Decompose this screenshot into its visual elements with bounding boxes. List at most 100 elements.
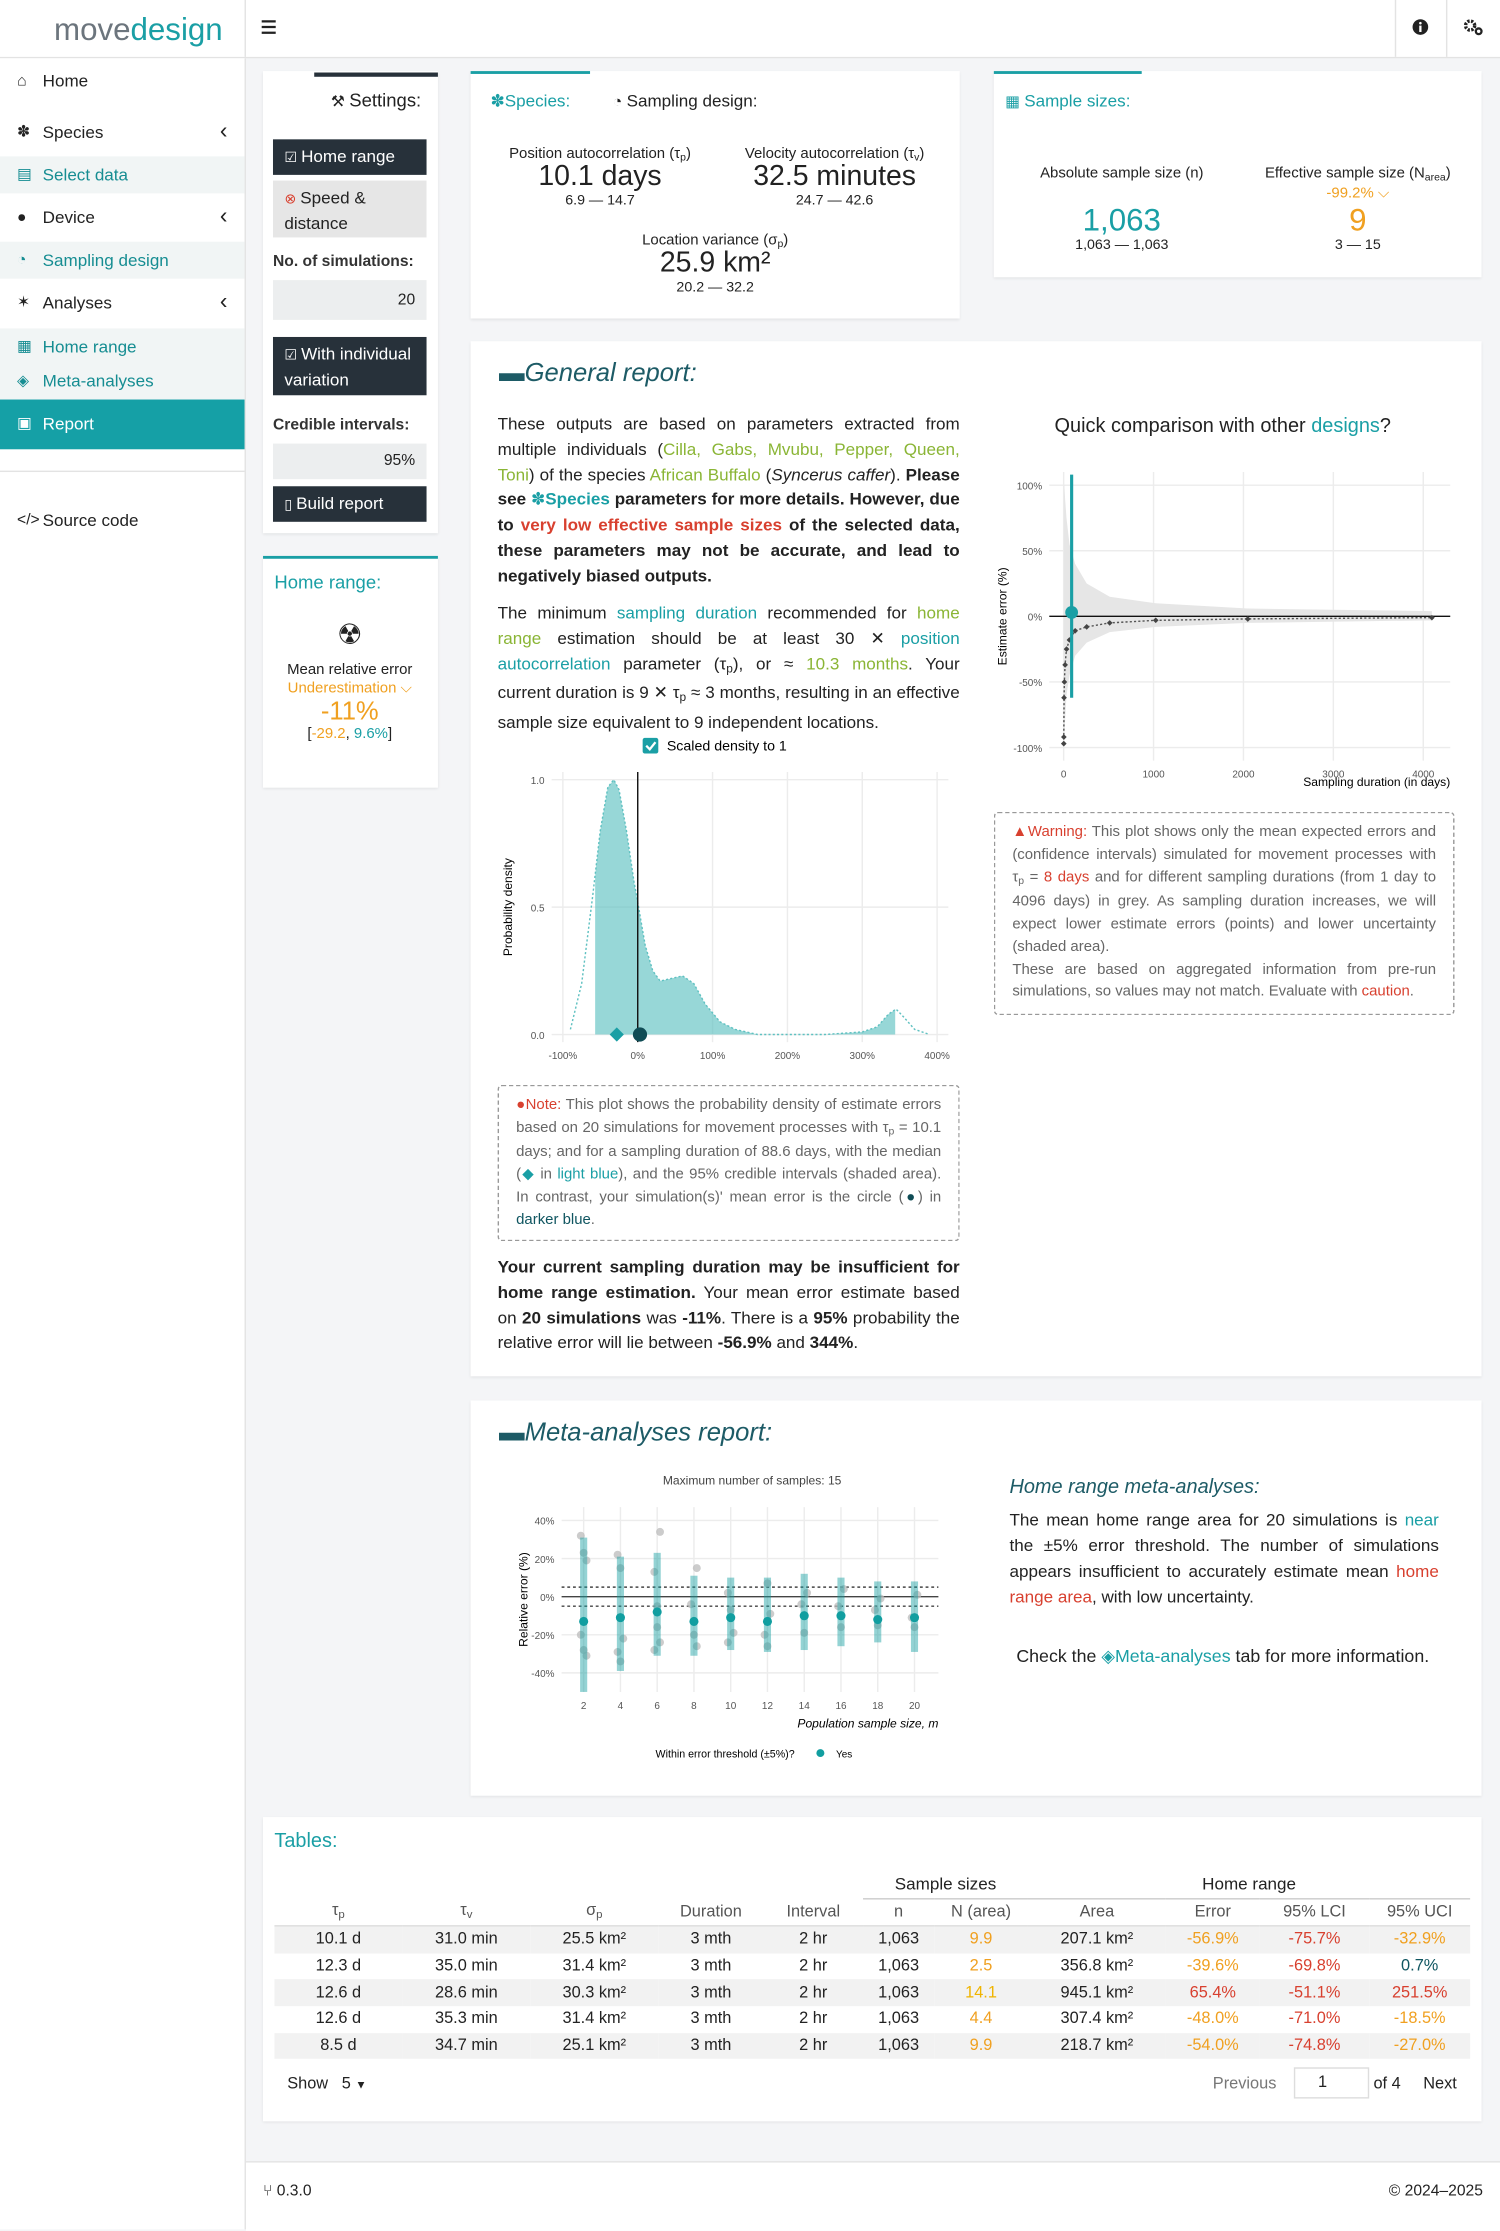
- text-run: Area: [1079, 1903, 1115, 1921]
- column-header[interactable]: Duration: [658, 1898, 764, 1927]
- previous-button[interactable]: Previous: [1212, 2075, 1277, 2093]
- checkbox: [642, 737, 659, 754]
- text-run: of the selected data, these parameters m…: [497, 514, 960, 586]
- mean-point: [615, 1613, 625, 1623]
- nav-meta-analyses[interactable]: ◈ Meta-analyses: [0, 363, 245, 400]
- next-button[interactable]: Next: [1423, 2075, 1457, 2093]
- checkbox-tick: [645, 741, 657, 751]
- settings-tab[interactable]: ⚒ Settings:: [314, 72, 438, 126]
- nav-report[interactable]: ▣ Report: [0, 399, 245, 450]
- y-axis-label: Estimate error (%): [996, 567, 1010, 665]
- text-run: 2 hr: [799, 1984, 828, 2002]
- sample-point: [687, 1600, 696, 1609]
- text-run: τ: [331, 1902, 339, 1920]
- text-run: n: [894, 1903, 904, 1921]
- text-run: v: [466, 1908, 473, 1922]
- nav-species[interactable]: ✽ Species: [0, 114, 245, 151]
- table-cell: 1,063: [863, 1953, 934, 1979]
- table-cell: 356.8 km²: [1028, 1953, 1166, 1979]
- nav-sampling-design[interactable]: ◔ Sampling design: [0, 241, 245, 279]
- divider: [1394, 0, 1397, 57]
- info-button[interactable]: [1412, 18, 1429, 35]
- text-run: 9.6%: [353, 725, 388, 743]
- nav-home[interactable]: ⌂ Home: [0, 63, 245, 100]
- toggle-home-range[interactable]: ☑ Home range: [272, 139, 427, 175]
- text-run: and: [771, 1332, 810, 1353]
- sample-point: [619, 1634, 628, 1643]
- nav-analyses[interactable]: ✶ Analyses: [0, 284, 245, 321]
- column-header[interactable]: Interval: [763, 1898, 864, 1927]
- settings-button[interactable]: [1463, 18, 1483, 36]
- text-run: 35.0 min: [434, 1957, 498, 1975]
- text-run: (: [760, 464, 772, 485]
- text-run: 344%: [809, 1332, 854, 1353]
- text-run: 2.5: [969, 1957, 993, 1975]
- n-sims-input[interactable]: 20: [272, 280, 427, 320]
- tab-label: Sample sizes:: [1024, 90, 1131, 111]
- warning-paragraph: Warning: This plot shows only the mean e…: [1012, 822, 1436, 959]
- sample-point: [797, 1600, 806, 1609]
- density-line: [569, 778, 930, 1036]
- table-cell: 65.4%: [1165, 1979, 1260, 2007]
- menu-toggle[interactable]: [261, 20, 276, 34]
- text-run: Duration: [679, 1903, 742, 1921]
- table-cell: 2 hr: [764, 2006, 864, 2032]
- toggle-variation[interactable]: ☑ With individual variation: [272, 336, 427, 396]
- table-cell: 218.7 km²: [1027, 2032, 1166, 2059]
- y-tick-label: 1.0: [531, 776, 545, 787]
- nav-home-range[interactable]: ▦ Home range: [0, 328, 245, 366]
- toggle-speed[interactable]: ⊗ Speed & distance: [272, 180, 427, 238]
- paragraph: Check the Meta-analyses tab for more inf…: [1016, 1645, 1429, 1666]
- nav-device[interactable]: ● Device: [0, 199, 245, 236]
- page-size[interactable]: Show 5 ▼: [287, 2075, 367, 2093]
- logo-right: design: [130, 11, 223, 47]
- meta-chart: 40% 20% 0% -20% -40% 2 4 6 8 10 12 14 16 18 20 Relative…: [516, 1473, 939, 1760]
- table-cell: 34.7 min: [402, 2032, 531, 2059]
- x-tick-label: 18: [872, 1701, 884, 1712]
- text-run: .: [590, 1211, 595, 1229]
- mean-point: [909, 1613, 920, 1623]
- column-header[interactable]: 95% LCI: [1259, 1898, 1370, 1927]
- text-run: 10.1 d: [315, 1931, 362, 1949]
- column-header[interactable]: Error: [1165, 1898, 1260, 1927]
- tab-sample-sizes[interactable]: ▦ Sample sizes:: [993, 71, 1142, 128]
- text-run: 251.5%: [1391, 1984, 1448, 2002]
- column-header[interactable]: σp: [530, 1898, 659, 1927]
- version-label: 0.3.0: [276, 2182, 312, 2200]
- tab-label: Species:: [490, 91, 570, 111]
- tab-species[interactable]: Species:: [470, 71, 591, 128]
- column-header[interactable]: 95% UCI: [1369, 1898, 1471, 1927]
- table-cell: 25.1 km²: [530, 2032, 659, 2059]
- page-input[interactable]: 1: [1293, 2067, 1370, 2099]
- column-header[interactable]: τv: [402, 1898, 531, 1927]
- y-tick-label: 0.5: [531, 903, 545, 914]
- table-cell: -32.9%: [1369, 1926, 1471, 1954]
- column-header[interactable]: N (area): [934, 1898, 1028, 1927]
- text-run: -32.9%: [1393, 1931, 1446, 1949]
- section-title: Meta-analyses report:: [499, 1418, 773, 1448]
- text-run: 0.7%: [1401, 1957, 1439, 1975]
- text-run: estimation should be at least 30 ✕: [541, 628, 901, 649]
- text-run: Meta-analyses: [1101, 1646, 1230, 1666]
- column-header[interactable]: n: [863, 1898, 935, 1927]
- text-run: 2 hr: [799, 2010, 828, 2028]
- text-run: near: [1404, 1509, 1439, 1530]
- tab-design[interactable]: ◔ Sampling design:: [612, 90, 758, 111]
- column-header[interactable]: τp: [274, 1898, 403, 1927]
- text-run: 25.5 km²: [562, 1931, 627, 1949]
- text-run: home range area: [1009, 1561, 1439, 1607]
- build-report-button[interactable]: ▯ Build report: [272, 486, 427, 522]
- nav-select-data[interactable]: ▤ Select data: [0, 156, 245, 194]
- nav-label: Report: [42, 413, 94, 434]
- x-tick-label: 4000: [1412, 770, 1435, 781]
- ci-input[interactable]: 95%: [272, 443, 427, 480]
- column-header[interactable]: Area: [1027, 1898, 1166, 1927]
- ci-bar: [690, 1575, 698, 1656]
- mean-point: [873, 1614, 883, 1625]
- text-run: 14.1: [965, 1984, 997, 2002]
- logo[interactable]: movedesign: [54, 11, 223, 48]
- nav-source-code[interactable]: </> Source code: [0, 502, 245, 539]
- y-tick-label: -20%: [531, 1631, 554, 1642]
- text-run: N (area): [951, 1903, 1012, 1921]
